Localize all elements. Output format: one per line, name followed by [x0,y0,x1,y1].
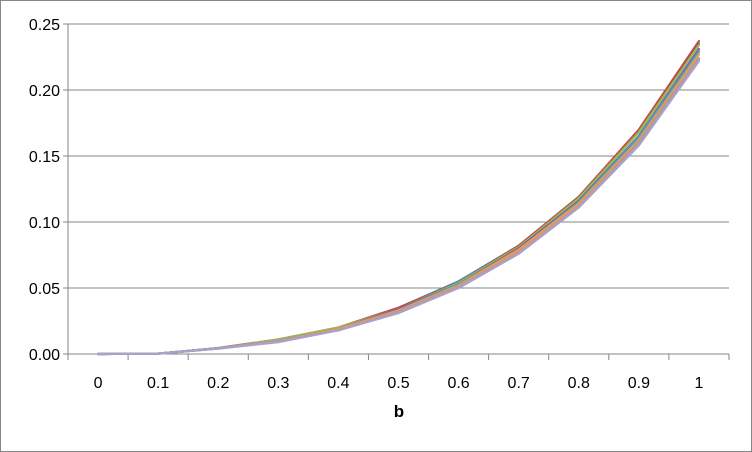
y-tick-label: 0.10 [29,215,60,232]
y-tick-label: 0.20 [29,83,60,100]
x-tick-label: 0 [94,375,103,392]
y-tick-labels: 0.00 0.05 0.10 0.15 0.20 0.25 [29,17,60,364]
x-tick-label: 0.5 [387,375,409,392]
y-tick-label: 0.00 [29,347,60,364]
x-tick-label: 0.7 [508,375,530,392]
y-tick-label: 0.05 [29,281,60,298]
series-line-2 [96,40,701,356]
y-tick-label: 0.15 [29,149,60,166]
axes [63,23,730,360]
y-tick-label: 0.25 [29,17,60,34]
series-group [96,40,701,356]
x-axis-title: b [394,402,404,421]
x-tick-labels: 0 0.1 0.2 0.3 0.4 0.5 0.6 0.7 0.8 0.9 1 [94,375,704,392]
x-tick-label: 1 [695,375,704,392]
x-tick-label: 0.4 [327,375,349,392]
x-tick-label: 0.8 [568,375,590,392]
x-tick-label: 0.3 [267,375,289,392]
series-line-4 [96,47,701,356]
x-tick-label: 0.1 [147,375,169,392]
x-tick-label: 0.9 [628,375,650,392]
series-line-9 [96,59,701,356]
x-tick-label: 0.2 [207,375,229,392]
gridlines [68,23,729,289]
x-tick-label: 0.6 [447,375,469,392]
